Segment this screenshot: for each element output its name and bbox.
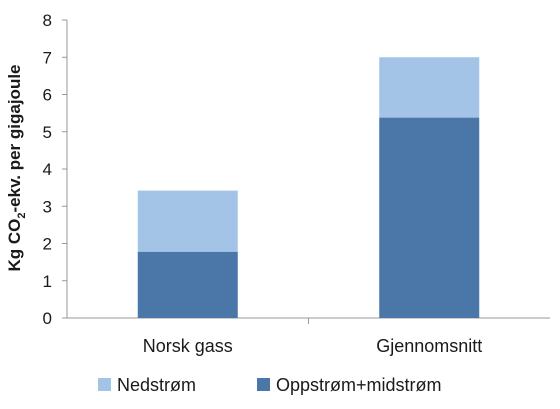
- y-tick-label: 8: [43, 11, 52, 30]
- y-tick-label: 4: [43, 160, 52, 179]
- category-label: Norsk gass: [143, 336, 233, 356]
- bars: [137, 57, 480, 318]
- category-label: Gjennomsnitt: [376, 336, 482, 356]
- legend: Nedstrøm Oppstrøm+midstrøm: [98, 375, 442, 395]
- y-axis-label: Kg CO2-ekv. per gigajoule: [5, 64, 28, 271]
- y-tick-label: 5: [43, 123, 52, 142]
- legend-label: Oppstrøm+midstrøm: [276, 375, 442, 395]
- y-tick-label: 7: [43, 48, 52, 67]
- svg-text:Kg CO2-ekv. per gigajoule: Kg CO2-ekv. per gigajoule: [5, 64, 28, 271]
- y-tick-label: 3: [43, 197, 52, 216]
- y-tick-label: 2: [43, 235, 52, 254]
- y-tick-label: 0: [43, 309, 52, 328]
- bar-segment: [137, 251, 238, 318]
- y-tick-label: 6: [43, 86, 52, 105]
- bar-segment: [379, 57, 480, 118]
- legend-label: Nedstrøm: [117, 375, 196, 395]
- category-labels: Norsk gass Gjennomsnitt: [143, 336, 483, 356]
- y-tick-labels: 0 1 2 3 4 5 6 7 8: [43, 11, 52, 328]
- legend-swatch: [98, 378, 111, 391]
- bar-segment: [137, 190, 238, 252]
- y-tick-label: 1: [43, 272, 52, 291]
- legend-swatch: [257, 378, 270, 391]
- bar-segment: [379, 117, 480, 318]
